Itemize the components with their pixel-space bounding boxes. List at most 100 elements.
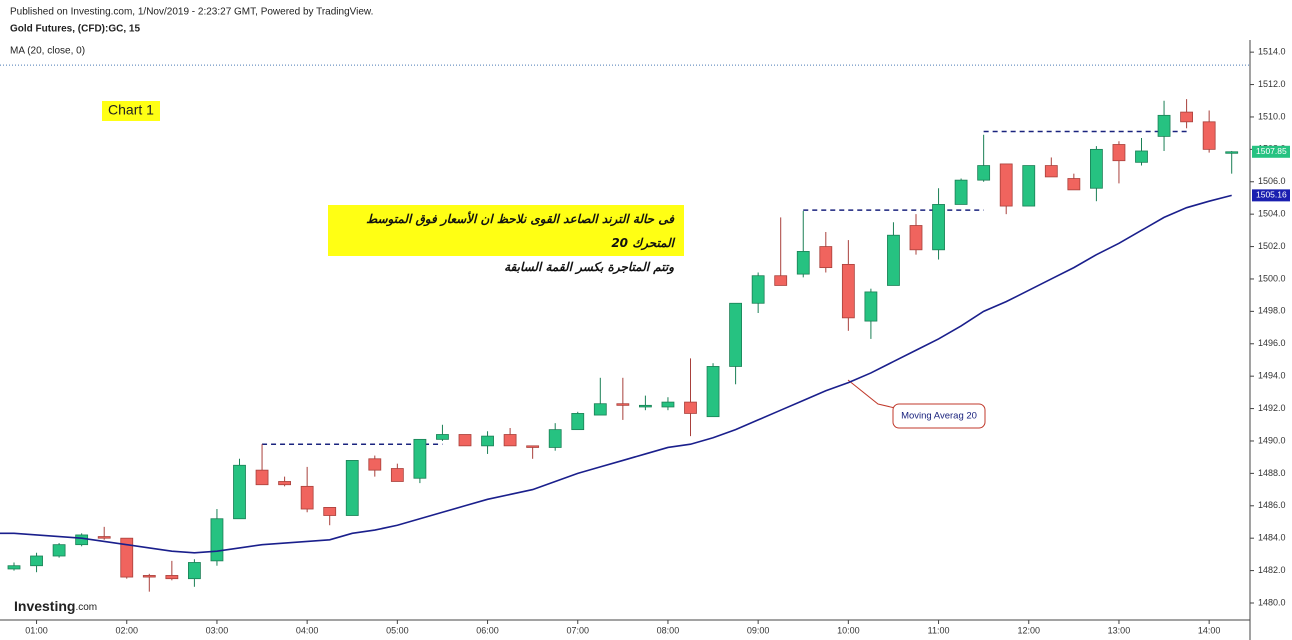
candle-up	[729, 302, 742, 367]
x-tick-label: 05:00	[386, 625, 409, 635]
y-tick-label: 1506.0	[1258, 176, 1286, 186]
x-tick-label: 01:00	[25, 625, 48, 635]
logo-main: Investing	[14, 598, 75, 614]
candle-down	[909, 225, 923, 251]
price-marker-label: 1505.16	[1256, 190, 1287, 200]
y-tick-label: 1494.0	[1258, 371, 1286, 381]
candle-up	[661, 401, 675, 408]
candle-down	[390, 468, 404, 482]
candle-up	[7, 565, 21, 570]
y-tick-label: 1500.0	[1258, 273, 1286, 283]
candle-up	[706, 366, 720, 418]
candle-down	[458, 434, 472, 447]
candle-down	[165, 575, 179, 580]
annotation-line: وتتم المتاجرة بكسر القمة السابقة	[504, 260, 674, 274]
candle-down	[774, 275, 788, 286]
candle-up	[932, 204, 945, 251]
x-tick-label: 08:00	[657, 625, 680, 635]
candle-up	[75, 534, 89, 546]
candle-up	[1157, 114, 1171, 137]
annotation-line: فى حالة الترند الصاعد القوى نلاحظ ان الأ…	[366, 212, 674, 250]
y-tick-label: 1484.0	[1258, 533, 1286, 543]
candle-down	[120, 537, 134, 578]
candle-up	[571, 413, 585, 431]
chart-title: Gold Futures, (CFD):GC, 15	[10, 24, 140, 35]
candle-up	[954, 179, 968, 205]
logo: Investing.com	[14, 598, 97, 614]
x-tick-label: 04:00	[296, 625, 319, 635]
chart-label: Chart 1	[108, 102, 154, 118]
candle-up	[796, 251, 810, 275]
y-tick-label: 1504.0	[1258, 209, 1286, 219]
candle-down	[526, 445, 540, 448]
candle-down	[1112, 144, 1126, 162]
candle-up	[548, 429, 562, 448]
publisher: Published on Investing.com, 1/Nov/2019 -…	[10, 7, 373, 18]
candle-up	[593, 403, 607, 416]
y-tick-label: 1510.0	[1258, 111, 1286, 121]
annotation: فى حالة الترند الصاعد القوى نلاحظ ان الأ…	[328, 205, 684, 274]
y-tick-label: 1498.0	[1258, 306, 1286, 316]
y-tick-label: 1502.0	[1258, 241, 1286, 251]
candle-up	[413, 438, 427, 479]
price-marker-label: 1507.85	[1256, 146, 1287, 156]
y-tick-label: 1492.0	[1258, 403, 1286, 413]
candle-up	[639, 404, 652, 408]
candle-up	[977, 165, 991, 181]
candle-down	[97, 536, 111, 539]
y-tick-label: 1488.0	[1258, 468, 1286, 478]
price-marker	[1252, 189, 1290, 202]
candle-up	[345, 460, 359, 516]
candle-down	[142, 575, 156, 578]
candle-down	[503, 434, 517, 447]
x-tick-label: 14:00	[1198, 625, 1221, 635]
y-tick-label: 1496.0	[1258, 338, 1286, 348]
callout-text: Moving Averag 20	[901, 411, 977, 422]
candle-down	[999, 163, 1013, 207]
y-tick-label: 1482.0	[1258, 565, 1286, 575]
candle-down	[1202, 121, 1216, 150]
ma-line	[0, 194, 1232, 554]
x-tick-label: 12:00	[1017, 625, 1040, 635]
candle-down	[819, 246, 833, 269]
callout-box	[892, 403, 986, 429]
ma-legend: MA (20, close, 0)	[10, 46, 85, 57]
y-tick-label: 1490.0	[1258, 435, 1286, 445]
candle-down	[1067, 178, 1081, 191]
logo-suffix: .com	[75, 602, 97, 613]
candle-up	[52, 544, 66, 557]
candle-up	[187, 562, 201, 580]
candle-up	[751, 275, 765, 304]
candle-down	[300, 485, 314, 510]
candle-down	[616, 403, 630, 406]
candle-up	[233, 464, 246, 520]
candle-down	[1180, 111, 1193, 123]
x-tick-label: 02:00	[115, 625, 138, 635]
candle-down	[323, 507, 337, 516]
candle-up	[436, 434, 449, 440]
y-tick-label: 1514.0	[1258, 47, 1286, 57]
callout-pointer	[847, 379, 896, 409]
candle-down	[255, 469, 269, 486]
x-tick-label: 06:00	[476, 625, 499, 635]
candle-down	[278, 481, 292, 486]
y-tick-label: 1512.0	[1258, 79, 1286, 89]
x-tick-label: 10:00	[837, 625, 860, 635]
y-tick-label: 1480.0	[1258, 597, 1286, 607]
x-tick-label: 11:00	[928, 625, 950, 635]
candle-down	[368, 458, 382, 471]
x-tick-label: 09:00	[747, 625, 770, 635]
x-tick-label: 13:00	[1108, 625, 1131, 635]
candle-up	[864, 291, 878, 322]
candle-down	[841, 263, 855, 319]
candle-down	[1044, 165, 1058, 178]
candle-up	[1225, 151, 1239, 154]
x-tick-label: 03:00	[206, 625, 229, 635]
candle-up	[30, 555, 43, 567]
candle-up	[887, 234, 900, 286]
candle-up	[210, 518, 224, 562]
price-marker	[1252, 145, 1290, 158]
x-tick-label: 07:00	[566, 625, 589, 635]
